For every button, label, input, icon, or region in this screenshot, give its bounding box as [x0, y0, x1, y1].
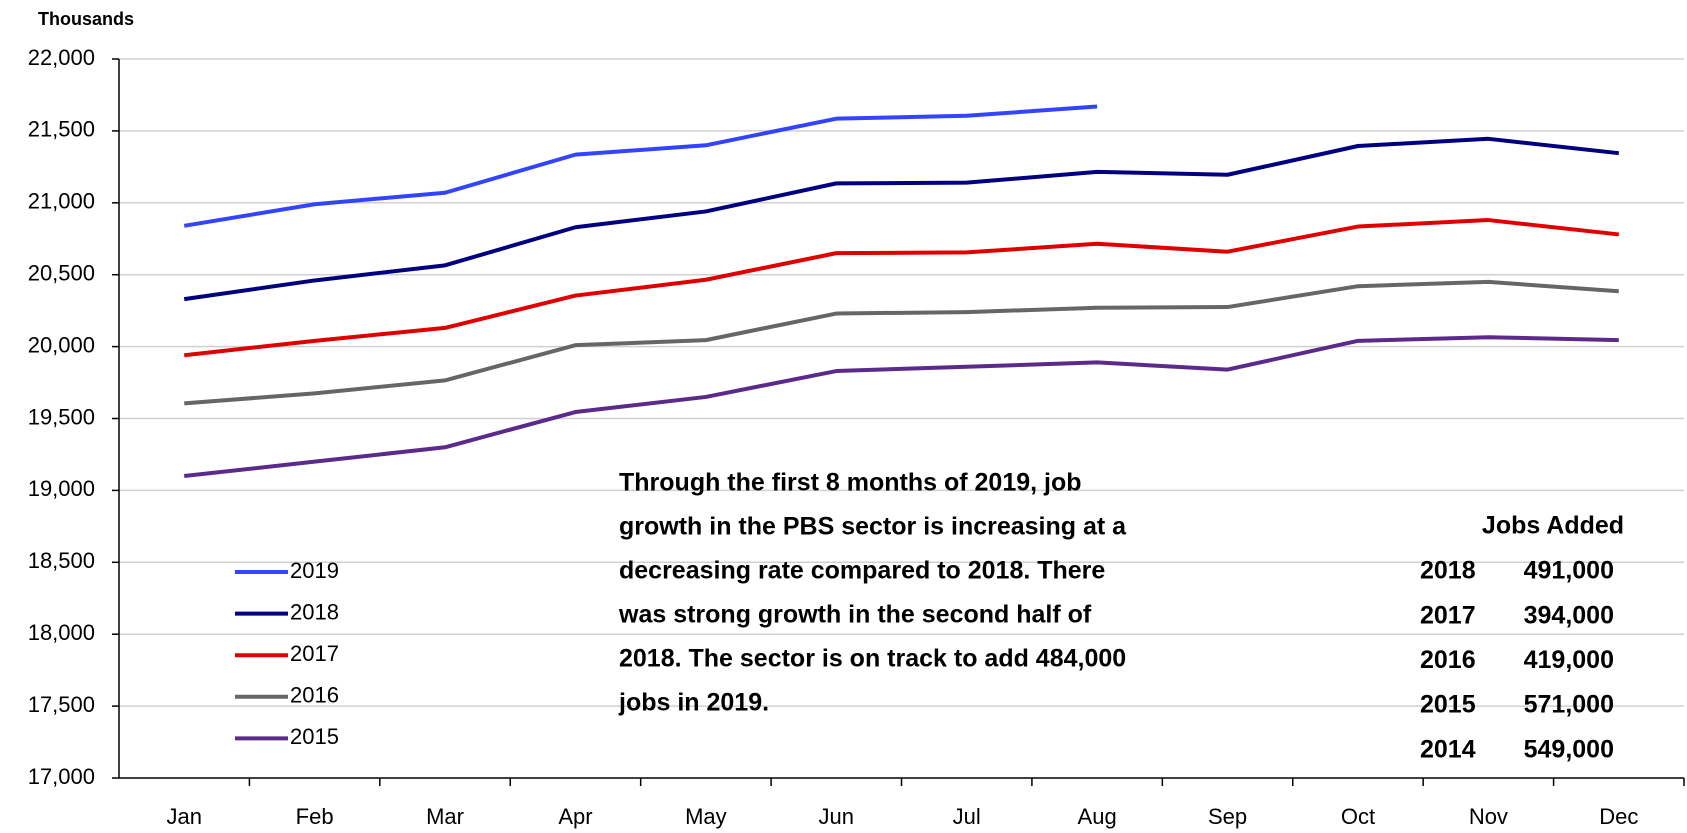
y-tick-label: 17,000: [28, 764, 95, 789]
x-tick-label: Oct: [1341, 804, 1375, 829]
series-line: [183, 104, 1098, 228]
y-tick-label: 22,000: [28, 45, 95, 70]
annotation-line: was strong growth in the second half of: [618, 601, 1092, 629]
jobs-value: 571,000: [1524, 691, 1614, 719]
jobs-title: Jobs Added: [1482, 512, 1624, 540]
legend-label: 2017: [290, 641, 339, 666]
y-unit-label: Thousands: [38, 9, 134, 29]
y-tick-label: 19,500: [28, 404, 95, 429]
x-tick-label: Sep: [1208, 804, 1247, 829]
jobs-year: 2015: [1420, 691, 1476, 719]
x-tick-label: Apr: [558, 804, 592, 829]
x-tick-label: Feb: [296, 804, 334, 829]
x-tick-label: Jan: [166, 804, 201, 829]
x-tick-label: Jul: [953, 804, 981, 829]
y-tick-label: 17,500: [28, 692, 95, 717]
y-tick-label: 20,500: [28, 261, 95, 286]
annotation-line: growth in the PBS sector is increasing a…: [619, 513, 1127, 541]
x-tick-label: Mar: [426, 804, 464, 829]
series-line: [183, 218, 1620, 358]
series-line: [183, 136, 1620, 302]
jobs-value: 491,000: [1524, 557, 1614, 585]
jobs-year: 2014: [1420, 735, 1476, 763]
legend-label: 2018: [290, 599, 339, 624]
jobs-value: 419,000: [1524, 646, 1614, 674]
y-tick-label: 18,000: [28, 620, 95, 645]
series-line: [183, 335, 1619, 479]
y-tick-label: 21,000: [28, 189, 95, 214]
x-tick-label: Jun: [819, 804, 854, 829]
jobs-year: 2017: [1420, 601, 1476, 629]
legend-label: 2015: [290, 724, 339, 749]
y-tick-label: 21,500: [28, 117, 95, 142]
legend-label: 2019: [290, 558, 339, 583]
x-tick-label: Aug: [1078, 804, 1117, 829]
jobs-year: 2016: [1420, 646, 1476, 674]
annotation-line: Through the first 8 months of 2019, job: [619, 469, 1082, 497]
jobs-year: 2018: [1420, 557, 1476, 585]
jobs-value: 549,000: [1524, 735, 1614, 763]
series-line: [184, 279, 1619, 406]
annotation-line: 2018. The sector is on track to add 484,…: [619, 645, 1126, 673]
y-tick-label: 19,000: [28, 476, 95, 501]
legend-label: 2016: [290, 683, 339, 708]
x-tick-label: Dec: [1599, 804, 1638, 829]
x-tick-label: May: [685, 804, 727, 829]
x-tick-label: Nov: [1469, 804, 1508, 829]
jobs-value: 394,000: [1524, 601, 1614, 629]
annotation-line: decreasing rate compared to 2018. There: [619, 557, 1105, 585]
y-tick-label: 18,500: [28, 548, 95, 573]
y-tick-label: 20,000: [28, 332, 95, 357]
annotation-line: jobs in 2019.: [618, 689, 769, 717]
